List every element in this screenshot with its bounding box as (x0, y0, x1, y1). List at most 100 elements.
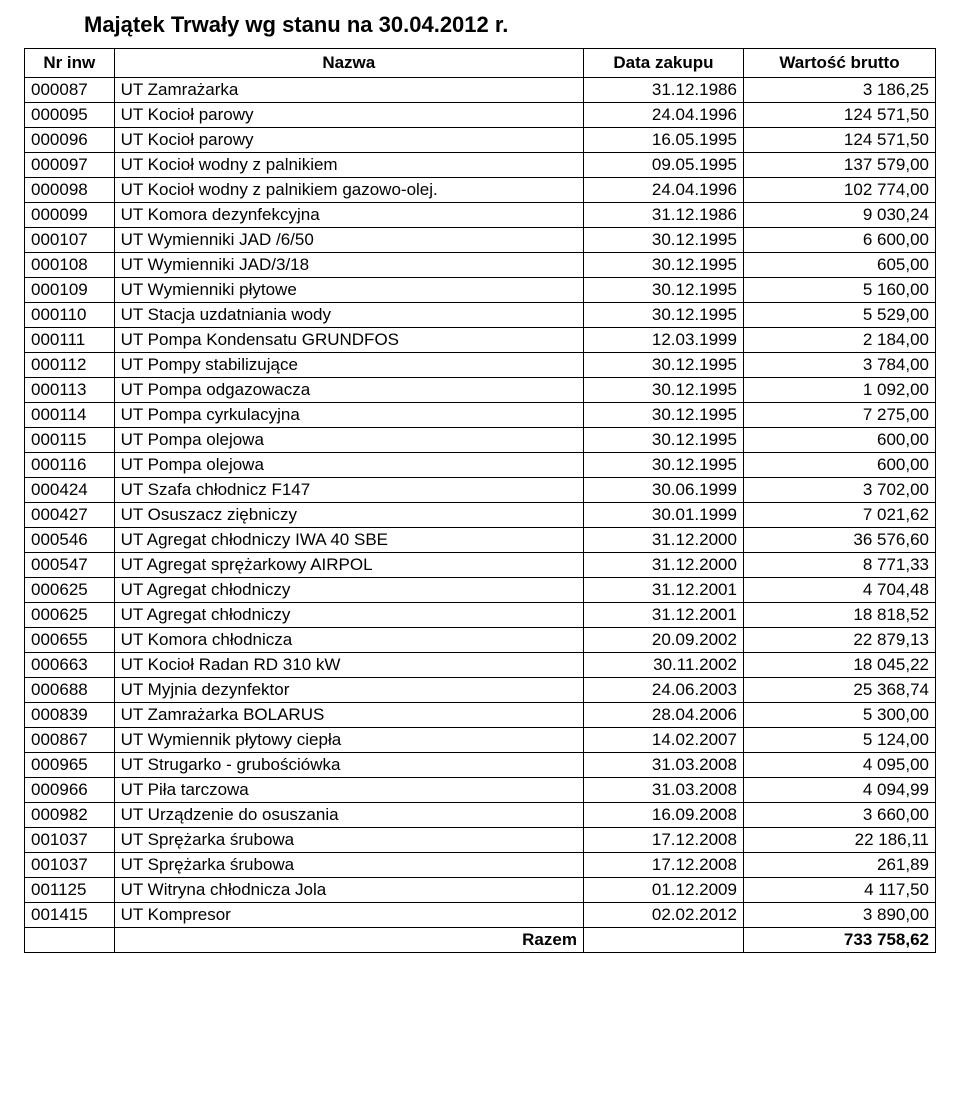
cell-name: UT Kocioł wodny z palnikiem (114, 153, 583, 178)
cell-name: UT Agregat chłodniczy (114, 603, 583, 628)
cell-value: 3 186,25 (743, 78, 935, 103)
cell-inv: 000625 (25, 578, 115, 603)
cell-value: 124 571,50 (743, 128, 935, 153)
cell-inv: 000116 (25, 453, 115, 478)
cell-name: UT Stacja uzdatniania wody (114, 303, 583, 328)
table-total-row: Razem 733 758,62 (25, 928, 936, 953)
cell-date: 31.12.2000 (583, 528, 743, 553)
cell-name: UT Strugarko - grubościówka (114, 753, 583, 778)
cell-name: UT Pompa odgazowacza (114, 378, 583, 403)
cell-inv: 000663 (25, 653, 115, 678)
cell-date: 28.04.2006 (583, 703, 743, 728)
cell-value: 4 094,99 (743, 778, 935, 803)
cell-value: 36 576,60 (743, 528, 935, 553)
cell-value: 4 117,50 (743, 878, 935, 903)
cell-date: 14.02.2007 (583, 728, 743, 753)
cell-name: UT Komora dezynfekcyjna (114, 203, 583, 228)
cell-inv: 000966 (25, 778, 115, 803)
cell-date: 30.12.1995 (583, 253, 743, 278)
cell-value: 102 774,00 (743, 178, 935, 203)
cell-value: 25 368,74 (743, 678, 935, 703)
cell-name: UT Kocioł Radan RD 310 kW (114, 653, 583, 678)
table-row: 000097UT Kocioł wodny z palnikiem09.05.1… (25, 153, 936, 178)
cell-name: UT Witryna chłodnicza Jola (114, 878, 583, 903)
cell-value: 5 124,00 (743, 728, 935, 753)
cell-name: UT Wymienniki płytowe (114, 278, 583, 303)
table-row: 000965UT Strugarko - grubościówka31.03.2… (25, 753, 936, 778)
cell-date: 30.12.1995 (583, 378, 743, 403)
cell-date: 31.03.2008 (583, 778, 743, 803)
cell-inv: 000113 (25, 378, 115, 403)
cell-date: 24.04.1996 (583, 103, 743, 128)
cell-date: 31.12.1986 (583, 78, 743, 103)
cell-date: 16.05.1995 (583, 128, 743, 153)
cell-inv: 000097 (25, 153, 115, 178)
cell-inv: 001037 (25, 853, 115, 878)
cell-value: 22 186,11 (743, 828, 935, 853)
cell-date: 30.01.1999 (583, 503, 743, 528)
cell-inv: 000625 (25, 603, 115, 628)
cell-value: 5 300,00 (743, 703, 935, 728)
cell-name: UT Piła tarczowa (114, 778, 583, 803)
table-row: 000427UT Osuszacz ziębniczy30.01.19997 0… (25, 503, 936, 528)
table-row: 000688UT Myjnia dezynfektor24.06.200325 … (25, 678, 936, 703)
table-row: 000547UT Agregat sprężarkowy AIRPOL31.12… (25, 553, 936, 578)
table-row: 000096UT Kocioł parowy16.05.1995124 571,… (25, 128, 936, 153)
table-row: 000098UT Kocioł wodny z palnikiem gazowo… (25, 178, 936, 203)
cell-inv: 000095 (25, 103, 115, 128)
cell-inv: 000110 (25, 303, 115, 328)
cell-date: 24.04.1996 (583, 178, 743, 203)
cell-name: UT Kocioł wodny z palnikiem gazowo-olej. (114, 178, 583, 203)
cell-value: 4 095,00 (743, 753, 935, 778)
cell-date: 12.03.1999 (583, 328, 743, 353)
assets-table: Nr inw Nazwa Data zakupu Wartość brutto … (24, 48, 936, 953)
table-row: 000116UT Pompa olejowa30.12.1995600,00 (25, 453, 936, 478)
cell-date: 31.12.2000 (583, 553, 743, 578)
table-row: 000095UT Kocioł parowy24.04.1996124 571,… (25, 103, 936, 128)
cell-inv: 001415 (25, 903, 115, 928)
cell-date: 24.06.2003 (583, 678, 743, 703)
cell-value: 261,89 (743, 853, 935, 878)
cell-inv: 000839 (25, 703, 115, 728)
cell-value: 3 660,00 (743, 803, 935, 828)
cell-inv: 000108 (25, 253, 115, 278)
cell-date: 31.12.1986 (583, 203, 743, 228)
cell-date: 30.12.1995 (583, 303, 743, 328)
table-row: 000655UT Komora chłodnicza20.09.200222 8… (25, 628, 936, 653)
table-row: 000424UT Szafa chłodnicz F14730.06.19993… (25, 478, 936, 503)
cell-value: 6 600,00 (743, 228, 935, 253)
cell-name: UT Agregat sprężarkowy AIRPOL (114, 553, 583, 578)
cell-value: 3 890,00 (743, 903, 935, 928)
cell-name: UT Kocioł parowy (114, 103, 583, 128)
cell-total-label: Razem (114, 928, 583, 953)
cell-value: 2 184,00 (743, 328, 935, 353)
cell-date: 20.09.2002 (583, 628, 743, 653)
cell-name: UT Pompy stabilizujące (114, 353, 583, 378)
cell-name: UT Wymienniki JAD/3/18 (114, 253, 583, 278)
table-row: 000112UT Pompy stabilizujące30.12.19953 … (25, 353, 936, 378)
cell-total-value: 733 758,62 (743, 928, 935, 953)
table-row: 000113UT Pompa odgazowacza30.12.19951 09… (25, 378, 936, 403)
cell-inv: 000547 (25, 553, 115, 578)
cell-inv: 000965 (25, 753, 115, 778)
table-row: 001037UT Sprężarka śrubowa17.12.2008261,… (25, 853, 936, 878)
cell-inv: 000424 (25, 478, 115, 503)
cell-value: 18 045,22 (743, 653, 935, 678)
cell-inv: 000096 (25, 128, 115, 153)
page-title: Majątek Trwały wg stanu na 30.04.2012 r. (84, 12, 936, 38)
cell-name: UT Myjnia dezynfektor (114, 678, 583, 703)
cell-date: 16.09.2008 (583, 803, 743, 828)
cell-inv: 000109 (25, 278, 115, 303)
cell-date: 31.03.2008 (583, 753, 743, 778)
cell-name: UT Sprężarka śrubowa (114, 853, 583, 878)
cell-name: UT Zamrażarka BOLARUS (114, 703, 583, 728)
cell-value: 1 092,00 (743, 378, 935, 403)
cell-name: UT Urządzenie do osuszania (114, 803, 583, 828)
cell-inv: 000112 (25, 353, 115, 378)
cell-inv: 000982 (25, 803, 115, 828)
cell-inv: 000427 (25, 503, 115, 528)
cell-inv: 000098 (25, 178, 115, 203)
cell-name: UT Agregat chłodniczy IWA 40 SBE (114, 528, 583, 553)
table-row: 001037UT Sprężarka śrubowa17.12.200822 1… (25, 828, 936, 853)
table-row: 001415UT Kompresor02.02.20123 890,00 (25, 903, 936, 928)
